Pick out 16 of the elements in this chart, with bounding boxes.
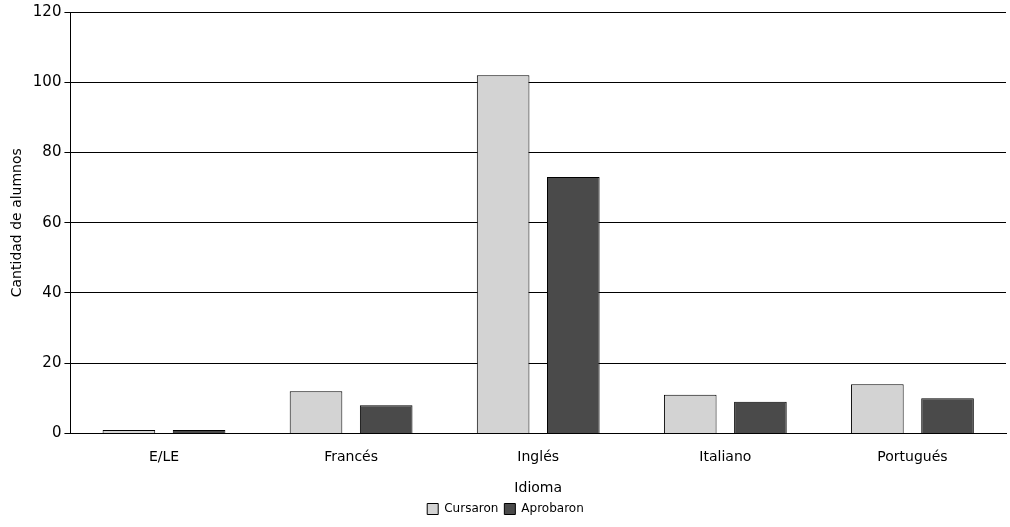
x-tick-label: Italiano (699, 448, 752, 465)
y-tick-label: 0 (51, 423, 62, 442)
y-tick-label: 120 (32, 1, 62, 20)
legend-label: Cursaron (444, 501, 499, 516)
x-axis-title: Idioma (514, 479, 563, 496)
x-tick-label: Francés (324, 448, 379, 465)
x-tick-label: Portugués (877, 448, 948, 465)
x-tick-label: E/LE (148, 448, 180, 465)
y-tick-label: 60 (42, 212, 62, 231)
x-tick-label: Inglés (517, 448, 560, 465)
y-tick-label: 80 (42, 142, 62, 161)
y-axis-title: Cantidad de alumnos (8, 148, 25, 298)
y-tick-label: 20 (42, 353, 62, 372)
y-tick-label: 100 (32, 72, 62, 91)
legend-label: Aprobaron (521, 501, 584, 516)
y-tick-label: 40 (42, 282, 62, 301)
